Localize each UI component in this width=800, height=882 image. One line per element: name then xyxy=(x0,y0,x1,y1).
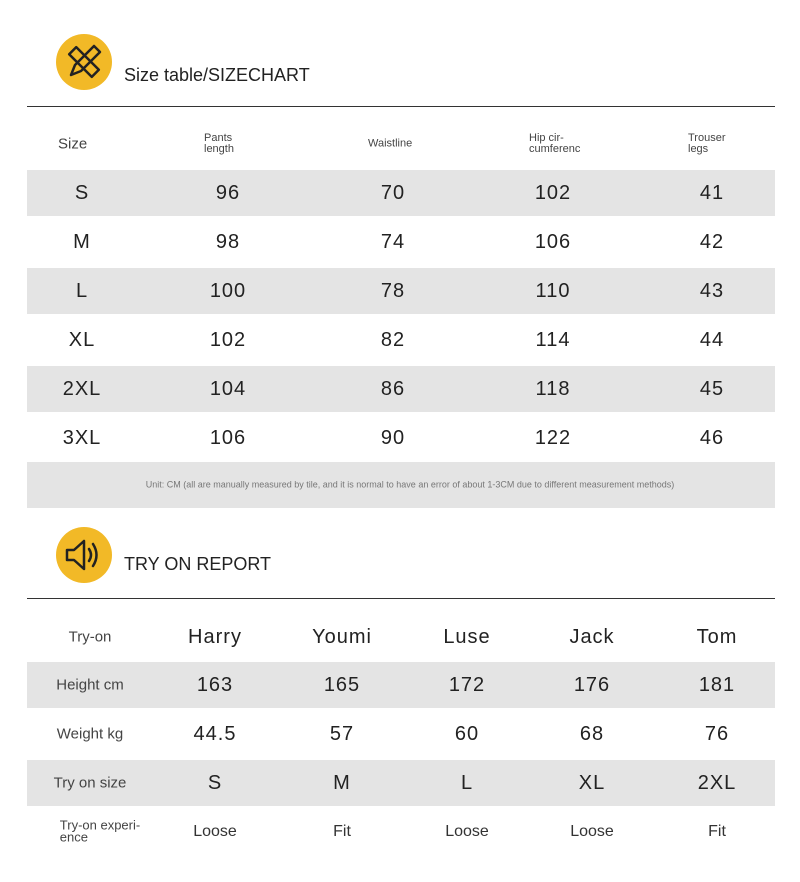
table-cell: 165 xyxy=(323,674,361,696)
table-cell: S xyxy=(74,182,90,204)
table-cell: XL xyxy=(578,772,606,794)
table-cell: Loose xyxy=(193,823,237,840)
table-cell: 2XL xyxy=(62,378,102,400)
table-cell: 44 xyxy=(699,329,725,351)
table-cell: 114 xyxy=(535,329,571,351)
row-band xyxy=(27,760,775,806)
row-band xyxy=(27,170,775,216)
table-cell: 122 xyxy=(534,427,572,449)
column-header: Hip cir- cumferenc xyxy=(529,132,581,155)
table-cell: L xyxy=(460,772,474,794)
table-cell: Fit xyxy=(333,823,351,840)
table-cell: 70 xyxy=(380,182,406,204)
table-cell: 46 xyxy=(699,427,725,449)
speaker-icon xyxy=(56,527,112,583)
table-cell: 43 xyxy=(699,280,725,302)
note-band xyxy=(27,462,775,508)
table-cell: 86 xyxy=(380,378,406,400)
table-cell: 76 xyxy=(704,723,730,745)
table-cell: 98 xyxy=(215,231,241,253)
column-header: Harry xyxy=(188,626,242,648)
table-cell: 104 xyxy=(209,378,247,400)
table-cell: 45 xyxy=(699,378,725,400)
table-cell: 57 xyxy=(329,723,355,745)
table-cell: 42 xyxy=(699,231,725,253)
table-cell: 90 xyxy=(380,427,406,449)
table-cell: 41 xyxy=(699,182,725,204)
table-cell: 163 xyxy=(196,674,234,696)
divider xyxy=(27,106,775,107)
column-header: Tom xyxy=(696,626,738,648)
divider xyxy=(27,598,775,599)
table-cell: XL xyxy=(68,329,96,351)
table-cell: 102 xyxy=(534,182,572,204)
table-cell: 106 xyxy=(534,231,572,253)
column-header: Size xyxy=(58,135,88,153)
row-label: Weight kg xyxy=(56,725,124,743)
table-cell: 82 xyxy=(380,329,406,351)
table-cell: 176 xyxy=(573,674,611,696)
row-label: Height cm xyxy=(56,676,124,694)
table-cell: L xyxy=(75,280,89,302)
table-cell: 78 xyxy=(380,280,406,302)
table-cell: 102 xyxy=(209,329,247,351)
table-cell: Loose xyxy=(570,823,614,840)
column-header: Trouser legs xyxy=(688,132,726,155)
column-header: Pants length xyxy=(204,132,234,155)
table-cell: M xyxy=(73,231,91,253)
ruler-pencil-icon xyxy=(56,34,112,90)
note: Unit: CM (all are manually measured by t… xyxy=(145,479,675,490)
column-header: Luse xyxy=(443,626,491,648)
table-cell: 110 xyxy=(535,280,571,302)
table-cell: M xyxy=(333,772,351,794)
section-title: TRY ON REPORT xyxy=(124,554,272,574)
table-cell: 74 xyxy=(380,231,406,253)
table-cell: Loose xyxy=(445,823,489,840)
table-cell: 60 xyxy=(454,723,480,745)
column-header: Waistline xyxy=(368,137,413,150)
section-title: Size table/SIZECHART xyxy=(124,65,310,85)
table-cell: 106 xyxy=(209,427,247,449)
column-header: Try-on xyxy=(68,628,112,646)
column-header: Youmi xyxy=(312,626,372,648)
table-cell: 100 xyxy=(209,280,247,302)
row-label: Try on size xyxy=(53,774,127,792)
table-cell: 3XL xyxy=(62,427,102,449)
row-label: Try-on experi- ence xyxy=(59,817,141,845)
table-cell: 118 xyxy=(535,378,571,400)
table-cell: 44.5 xyxy=(193,723,237,745)
table-cell: Fit xyxy=(708,823,726,840)
row-band xyxy=(27,662,775,708)
table-cell: 2XL xyxy=(697,772,737,794)
column-header: Jack xyxy=(569,626,615,648)
table-cell: 96 xyxy=(215,182,241,204)
table-cell: 68 xyxy=(579,723,605,745)
table-cell: 172 xyxy=(448,674,486,696)
row-band xyxy=(27,366,775,412)
row-band xyxy=(27,268,775,314)
table-cell: 181 xyxy=(698,674,736,696)
table-cell: S xyxy=(207,772,223,794)
